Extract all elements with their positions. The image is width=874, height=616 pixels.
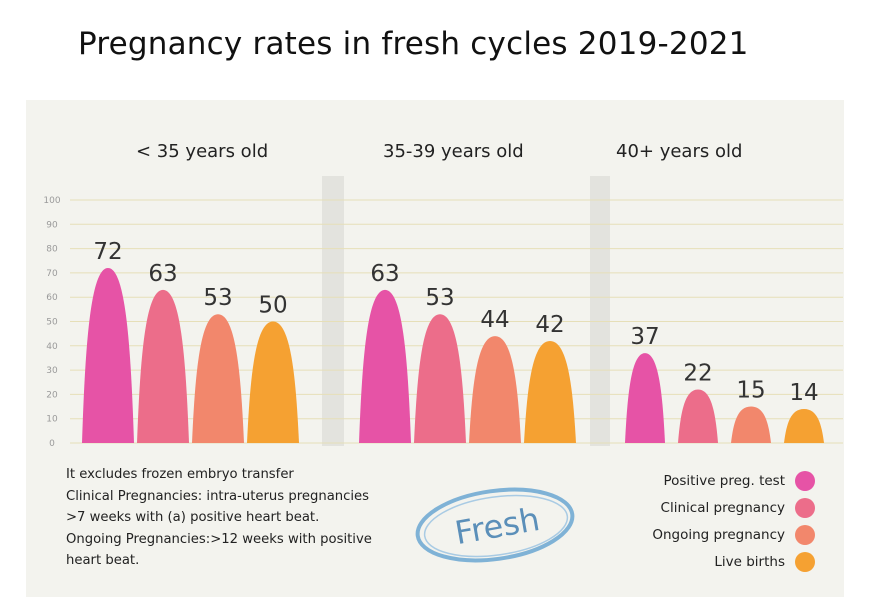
y-tick-label: 60	[46, 293, 58, 303]
footnote-line: >7 weeks with (a) positive heart beat.	[66, 510, 320, 525]
bar	[137, 289, 189, 443]
y-tick-label: 50	[46, 318, 58, 328]
bar-value-label: 63	[148, 261, 177, 287]
y-tick-label: 0	[49, 439, 55, 449]
footnote-line: heart beat.	[66, 553, 140, 568]
bar-value-label: 53	[425, 285, 454, 311]
y-tick-label: 70	[46, 269, 58, 279]
bar	[678, 389, 718, 443]
bar-value-label: 14	[789, 380, 818, 406]
y-tick-label: 20	[46, 390, 58, 400]
bar	[469, 336, 521, 443]
bar-value-label: 37	[630, 324, 659, 350]
footnote-line: Clinical Pregnancies: intra-uterus pregn…	[66, 488, 370, 504]
bar-value-label: 42	[535, 312, 564, 338]
footnotes: It excludes frozen embryo transfer Clini…	[66, 464, 396, 572]
group-separator	[590, 176, 610, 446]
bar	[192, 314, 244, 443]
y-tick-label: 30	[46, 366, 58, 376]
svg-text:Fresh: Fresh	[452, 500, 542, 552]
y-tick-label: 90	[46, 220, 58, 230]
group-label-40-plus: 40+ years old	[616, 141, 743, 162]
y-tick-label: 100	[43, 196, 60, 206]
fresh-stamp-logo: Fresh	[410, 480, 580, 570]
footnote-line: Ongoing Pregnancies:>12 weeks with posit…	[66, 531, 372, 547]
group-label-35-39: 35-39 years old	[383, 141, 524, 162]
legend-item-positive-preg-test: Positive preg. test	[663, 470, 815, 492]
legend-label: Positive preg. test	[663, 473, 785, 489]
group-label-under-35: < 35 years old	[136, 141, 269, 162]
footnote-line: It excludes frozen embryo transfer	[66, 467, 294, 482]
legend-label: Clinical pregnancy	[660, 500, 785, 516]
legend-item-ongoing-pregnancy: Ongoing pregnancy	[652, 524, 815, 546]
legend-swatch	[795, 471, 815, 491]
bar-value-label: 50	[258, 293, 287, 319]
group-separator	[322, 176, 344, 446]
bar	[625, 353, 665, 443]
bar-value-label: 53	[203, 285, 232, 311]
legend-label: Live births	[714, 554, 785, 570]
bar	[359, 289, 411, 443]
bar-value-label: 15	[736, 378, 765, 404]
legend-swatch	[795, 525, 815, 545]
bar-value-label: 72	[93, 239, 122, 265]
bar	[414, 314, 466, 443]
bar	[247, 321, 299, 443]
y-tick-label: 40	[46, 342, 58, 352]
legend-item-clinical-pregnancy: Clinical pregnancy	[661, 497, 815, 519]
bar	[82, 268, 134, 443]
y-tick-label: 80	[46, 245, 58, 255]
bar-value-label: 63	[370, 261, 399, 287]
bar-value-label: 44	[480, 307, 509, 333]
chart-title: Pregnancy rates in fresh cycles 2019-202…	[78, 26, 749, 62]
legend-swatch	[795, 498, 815, 518]
bar-value-label: 22	[683, 361, 712, 387]
bar	[524, 340, 576, 443]
legend-swatch	[795, 552, 815, 572]
legend-item-live-births: Live births	[714, 551, 815, 573]
y-tick-label: 10	[46, 415, 58, 425]
legend-label: Ongoing pregnancy	[652, 527, 785, 543]
bar	[784, 408, 824, 443]
bar	[731, 406, 771, 443]
